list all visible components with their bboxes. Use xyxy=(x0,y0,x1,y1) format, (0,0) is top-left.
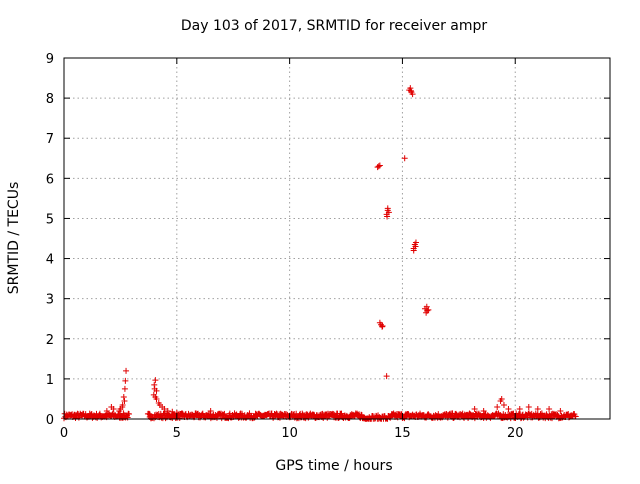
bump-point xyxy=(557,407,564,414)
baseline-point xyxy=(176,415,183,422)
x-axis-label: GPS time / hours xyxy=(275,458,392,474)
baseline-point xyxy=(471,415,478,422)
bump-point xyxy=(207,407,214,414)
x-tick-label: 15 xyxy=(394,426,411,441)
baseline-point xyxy=(302,415,309,422)
bump-point xyxy=(525,403,532,410)
outlier-point xyxy=(375,163,382,170)
bump-point xyxy=(103,407,110,414)
baseline-point xyxy=(547,414,554,421)
y-tick-label: 5 xyxy=(46,212,54,227)
bump-point xyxy=(152,377,159,384)
bump-point xyxy=(500,401,507,408)
y-tick-label: 7 xyxy=(46,132,54,147)
axes: 0 5 10 15 20 0 1 2 3 4 5 6 7 8 9 xyxy=(46,52,610,441)
outlier-point xyxy=(384,213,391,220)
bump-point xyxy=(116,407,123,414)
baseline-point xyxy=(125,410,132,417)
outlier-point xyxy=(384,205,391,212)
bump-point xyxy=(121,397,128,404)
y-axis-label: SRMTID / TECUs xyxy=(6,182,22,295)
bump-point xyxy=(164,407,171,414)
bump-point xyxy=(153,395,160,402)
baseline-point xyxy=(465,414,472,421)
bump-point xyxy=(153,387,160,394)
bump-point xyxy=(147,415,154,422)
outlier-point xyxy=(385,209,392,216)
bump-point xyxy=(108,403,115,410)
outlier-point xyxy=(423,303,430,310)
plot-frame xyxy=(63,57,611,420)
outlier-point xyxy=(410,247,417,254)
baseline-point xyxy=(251,414,258,421)
baseline-point xyxy=(162,415,169,422)
y-tick-label: 8 xyxy=(46,92,54,107)
outlier-point xyxy=(412,243,419,250)
bump-point xyxy=(161,405,168,412)
baseline-point xyxy=(467,411,474,418)
bump-point xyxy=(494,403,501,410)
outlier-point xyxy=(379,322,386,329)
outlier-point xyxy=(401,155,408,162)
y-tick-label: 0 xyxy=(46,413,54,428)
bump-point xyxy=(516,405,523,412)
chart-title: Day 103 of 2017, SRMTID for receiver amp… xyxy=(181,18,488,34)
baseline-point xyxy=(572,413,579,420)
x-tick-label: 20 xyxy=(507,426,524,441)
outlier-point xyxy=(409,91,416,98)
bump-point xyxy=(498,395,505,402)
outlier-point xyxy=(383,373,390,380)
x-tick-label: 0 xyxy=(60,426,68,441)
baseline-point xyxy=(221,410,228,417)
bump-point xyxy=(169,408,176,415)
outlier-point xyxy=(407,85,414,92)
baseline-point xyxy=(549,415,556,422)
bump-point xyxy=(123,367,130,374)
x-tick-label: 5 xyxy=(173,426,181,441)
y-tick-label: 4 xyxy=(46,253,54,268)
outlier-point xyxy=(408,87,415,94)
baseline-point xyxy=(246,410,253,417)
bump-point xyxy=(121,385,128,392)
bump-point xyxy=(546,405,553,412)
y-tick-label: 1 xyxy=(46,373,54,388)
bump-point xyxy=(534,405,541,412)
baseline-point xyxy=(124,414,131,421)
outlier-point xyxy=(425,306,432,313)
y-tick-label: 3 xyxy=(46,293,54,308)
x-tick-label: 10 xyxy=(281,426,298,441)
baseline-point xyxy=(270,414,277,421)
outlier-point xyxy=(376,162,383,169)
y-tick-label: 9 xyxy=(46,52,54,67)
outlier-point xyxy=(376,319,383,326)
y-tick-label: 6 xyxy=(46,172,54,187)
y-tick-label: 2 xyxy=(46,333,54,348)
bump-point xyxy=(505,405,512,412)
data-points xyxy=(61,85,579,422)
bump-point xyxy=(480,407,487,414)
baseline-point xyxy=(310,411,317,418)
baseline-point xyxy=(435,411,442,418)
bump-point xyxy=(122,377,129,384)
bump-point xyxy=(120,393,127,400)
grid-lines xyxy=(64,58,610,419)
baseline-point xyxy=(450,414,457,421)
bump-point xyxy=(471,405,478,412)
